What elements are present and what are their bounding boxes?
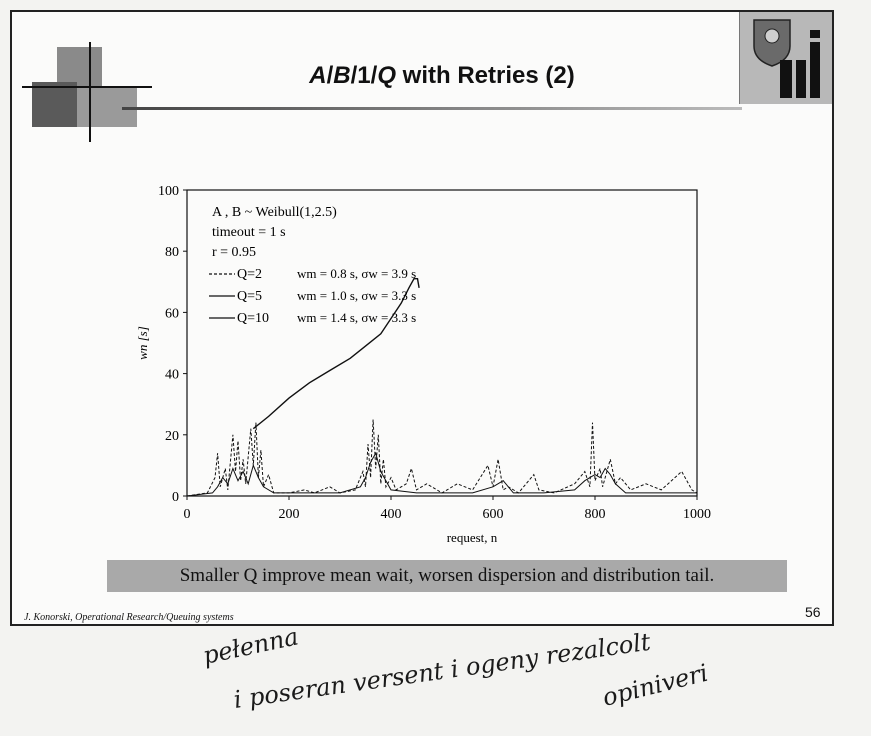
plot-frame [186,189,698,497]
legend-label: Q=2 [237,267,262,282]
legend-stats: wm = 1.4 s, σw = 3.3 s [297,310,416,325]
series-line-q-10 [252,278,420,430]
legend-label: Q=5 [237,289,262,304]
legend-stats: wm = 1.0 s, σw = 3.3 s [297,288,416,303]
handwriting-line: i poseran versent i ogeny rezalcolt [232,628,653,714]
x-tick-label: 600 [483,507,504,522]
legend-stats: wm = 0.8 s, σw = 3.9 s [297,266,416,281]
series-line-q-5 [186,451,697,497]
x-tick-label: 1000 [683,507,711,522]
y-axis-label: wn [s] [135,326,150,360]
chart-annotation: timeout = 1 s [212,225,286,240]
title-part: /1/ [350,62,378,89]
y-tick-label: 40 [165,368,179,383]
summary-callout: Smaller Q improve mean wait, worsen disp… [107,560,787,592]
y-tick-label: 100 [158,184,179,199]
x-tick-label: 200 [279,507,300,522]
slide-corner-decoration [22,42,152,142]
y-tick-label: 60 [165,306,179,321]
chart-background [112,170,712,552]
chart-annotation: A , B ~ Weibull(1,2.5) [212,205,337,220]
page-number: 56 [805,604,821,620]
chart-annotation: r = 0.95 [212,245,256,260]
slide-title: A/B/1/Q with Retries (2) [192,62,692,90]
x-tick-label: 800 [585,507,606,522]
title-part: Q [377,62,396,89]
y-tick-label: 0 [172,490,179,505]
title-underline [122,107,742,110]
x-tick-label: 400 [381,507,402,522]
y-tick-label: 20 [165,429,179,444]
handwriting-line: pełenna [200,622,300,670]
title-part: / [326,62,334,89]
x-tick-label: 0 [184,507,191,522]
title-part: B [333,62,351,89]
handwriting-line: opiniveri [600,659,711,712]
y-tick-label: 80 [165,245,179,260]
x-axis-label: request, n [447,530,498,545]
footer-author: J. Konorski, Operational Research/Queuin… [24,612,234,623]
title-part: A [309,62,327,89]
title-part: with Retries (2) [396,62,575,89]
university-logo [739,12,832,104]
slide: A/B/1/Q with Retries (2) 0 20 40 60 80 100 0 20… [10,10,834,626]
legend-label: Q=10 [237,311,269,326]
